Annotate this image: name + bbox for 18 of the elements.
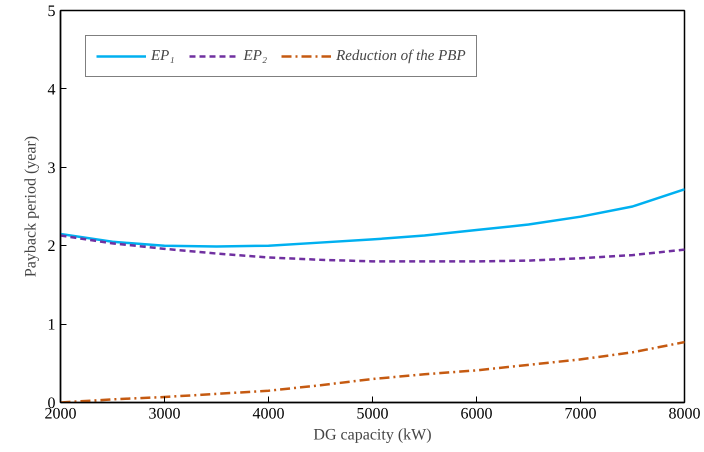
x-tick-label: 5000 [356,406,388,422]
line-series [60,234,684,263]
x-tick-label: 3000 [148,406,180,422]
legend-label: Reduction of the PBP [336,48,466,64]
x-tick-label: 6000 [460,406,492,422]
x-tick-label: 7000 [564,406,596,422]
x-tick-label: 8000 [668,406,700,422]
x-tick-label: 4000 [252,406,284,422]
y-axis-title: Payback period (year) [22,136,40,278]
y-tick-label: 5 [48,3,56,20]
y-tick-label: 1 [48,316,56,334]
y-tick-label: 3 [48,160,56,177]
y-tick-label: 2 [48,238,56,256]
x-axis-title: DG capacity (kW) [313,426,432,444]
y-tick-label: 4 [48,81,56,98]
legend-label: EP₂ [244,48,268,64]
line-series [60,188,684,248]
legend-label: EP₁ [151,48,175,64]
